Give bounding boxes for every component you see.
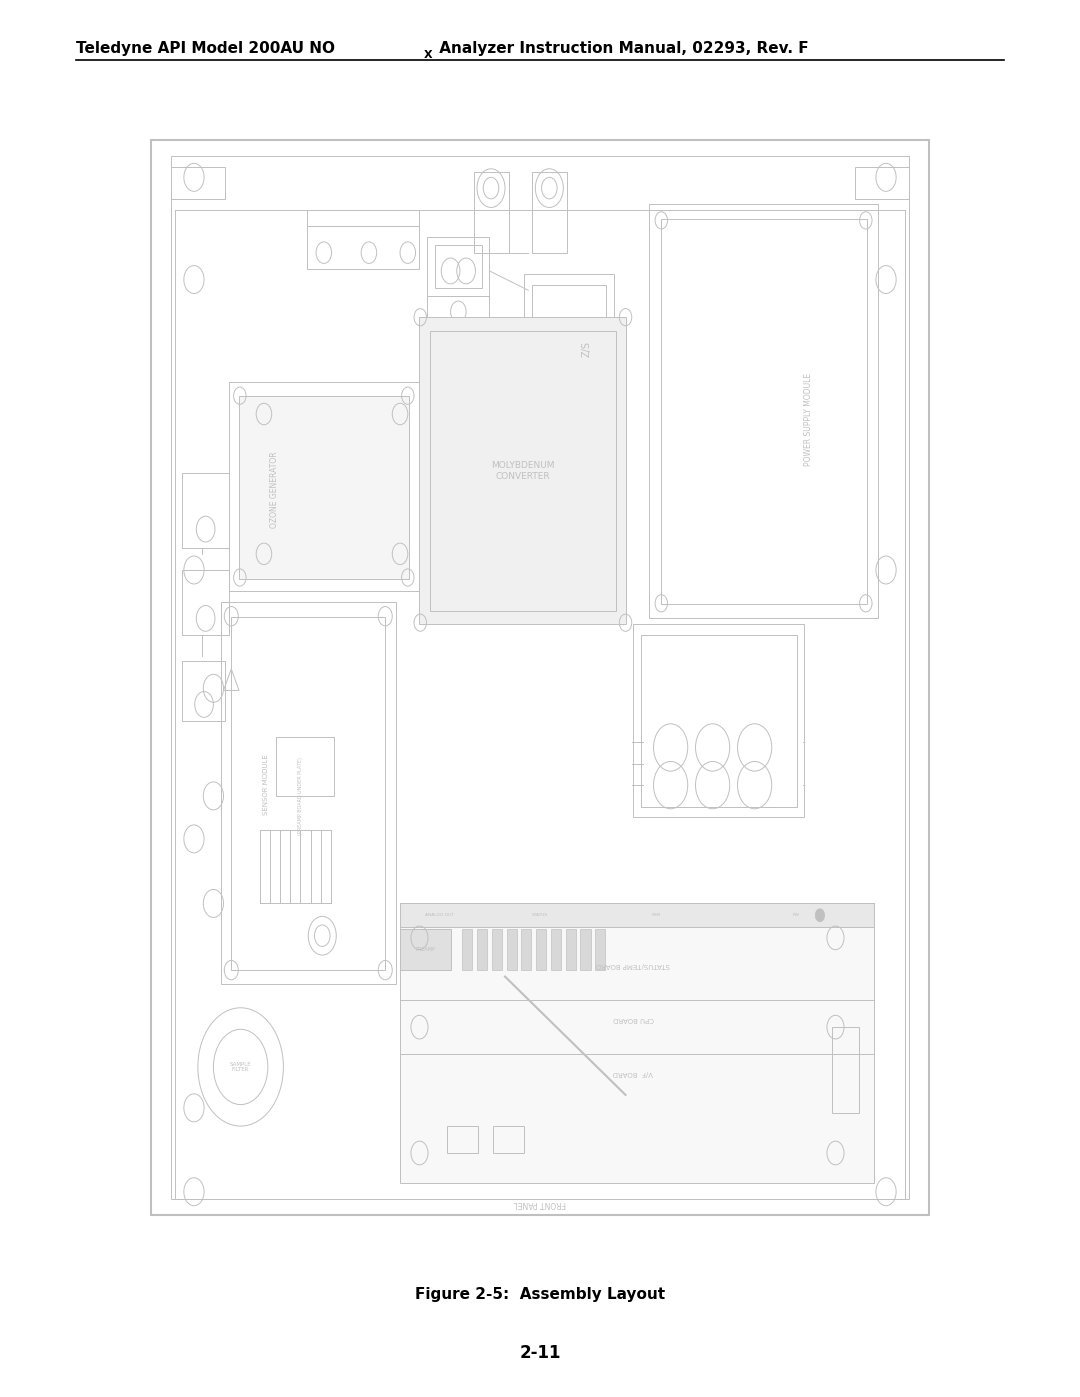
Text: V/F  BOARD: V/F BOARD xyxy=(613,1070,653,1076)
Text: ANALOG OUT: ANALOG OUT xyxy=(424,914,454,918)
Text: STATUS: STATUS xyxy=(532,914,548,918)
Text: STATUS/TEMP BOARD: STATUS/TEMP BOARD xyxy=(596,963,671,968)
Text: MOLYBDENUM
CONVERTER: MOLYBDENUM CONVERTER xyxy=(491,461,555,481)
Text: (PREAMP BOARD UNDER PLATE): (PREAMP BOARD UNDER PLATE) xyxy=(298,757,303,835)
Text: Analyzer Instruction Manual, 02293, Rev. F: Analyzer Instruction Manual, 02293, Rev.… xyxy=(434,41,809,56)
Text: Teledyne API Model 200AU NO: Teledyne API Model 200AU NO xyxy=(76,41,335,56)
Text: 2-11: 2-11 xyxy=(519,1344,561,1362)
Text: OZONE GENERATOR: OZONE GENERATOR xyxy=(270,451,279,528)
Text: PSM: PSM xyxy=(652,914,661,918)
Text: CPU BOARD: CPU BOARD xyxy=(612,1016,653,1021)
Text: POWER SUPPLY MODULE: POWER SUPPLY MODULE xyxy=(804,373,813,467)
Text: SENSOR MODULE: SENSOR MODULE xyxy=(264,754,269,816)
Text: X: X xyxy=(423,50,432,60)
Text: FRONT PANEL: FRONT PANEL xyxy=(514,1199,566,1208)
Text: Figure 2-5:  Assembly Layout: Figure 2-5: Assembly Layout xyxy=(415,1287,665,1302)
Text: Z/S: Z/S xyxy=(582,341,592,358)
Text: PW: PW xyxy=(793,914,800,918)
Text: PREAMP: PREAMP xyxy=(416,947,435,953)
Text: SAMPLE
FILTER: SAMPLE FILTER xyxy=(230,1062,252,1073)
